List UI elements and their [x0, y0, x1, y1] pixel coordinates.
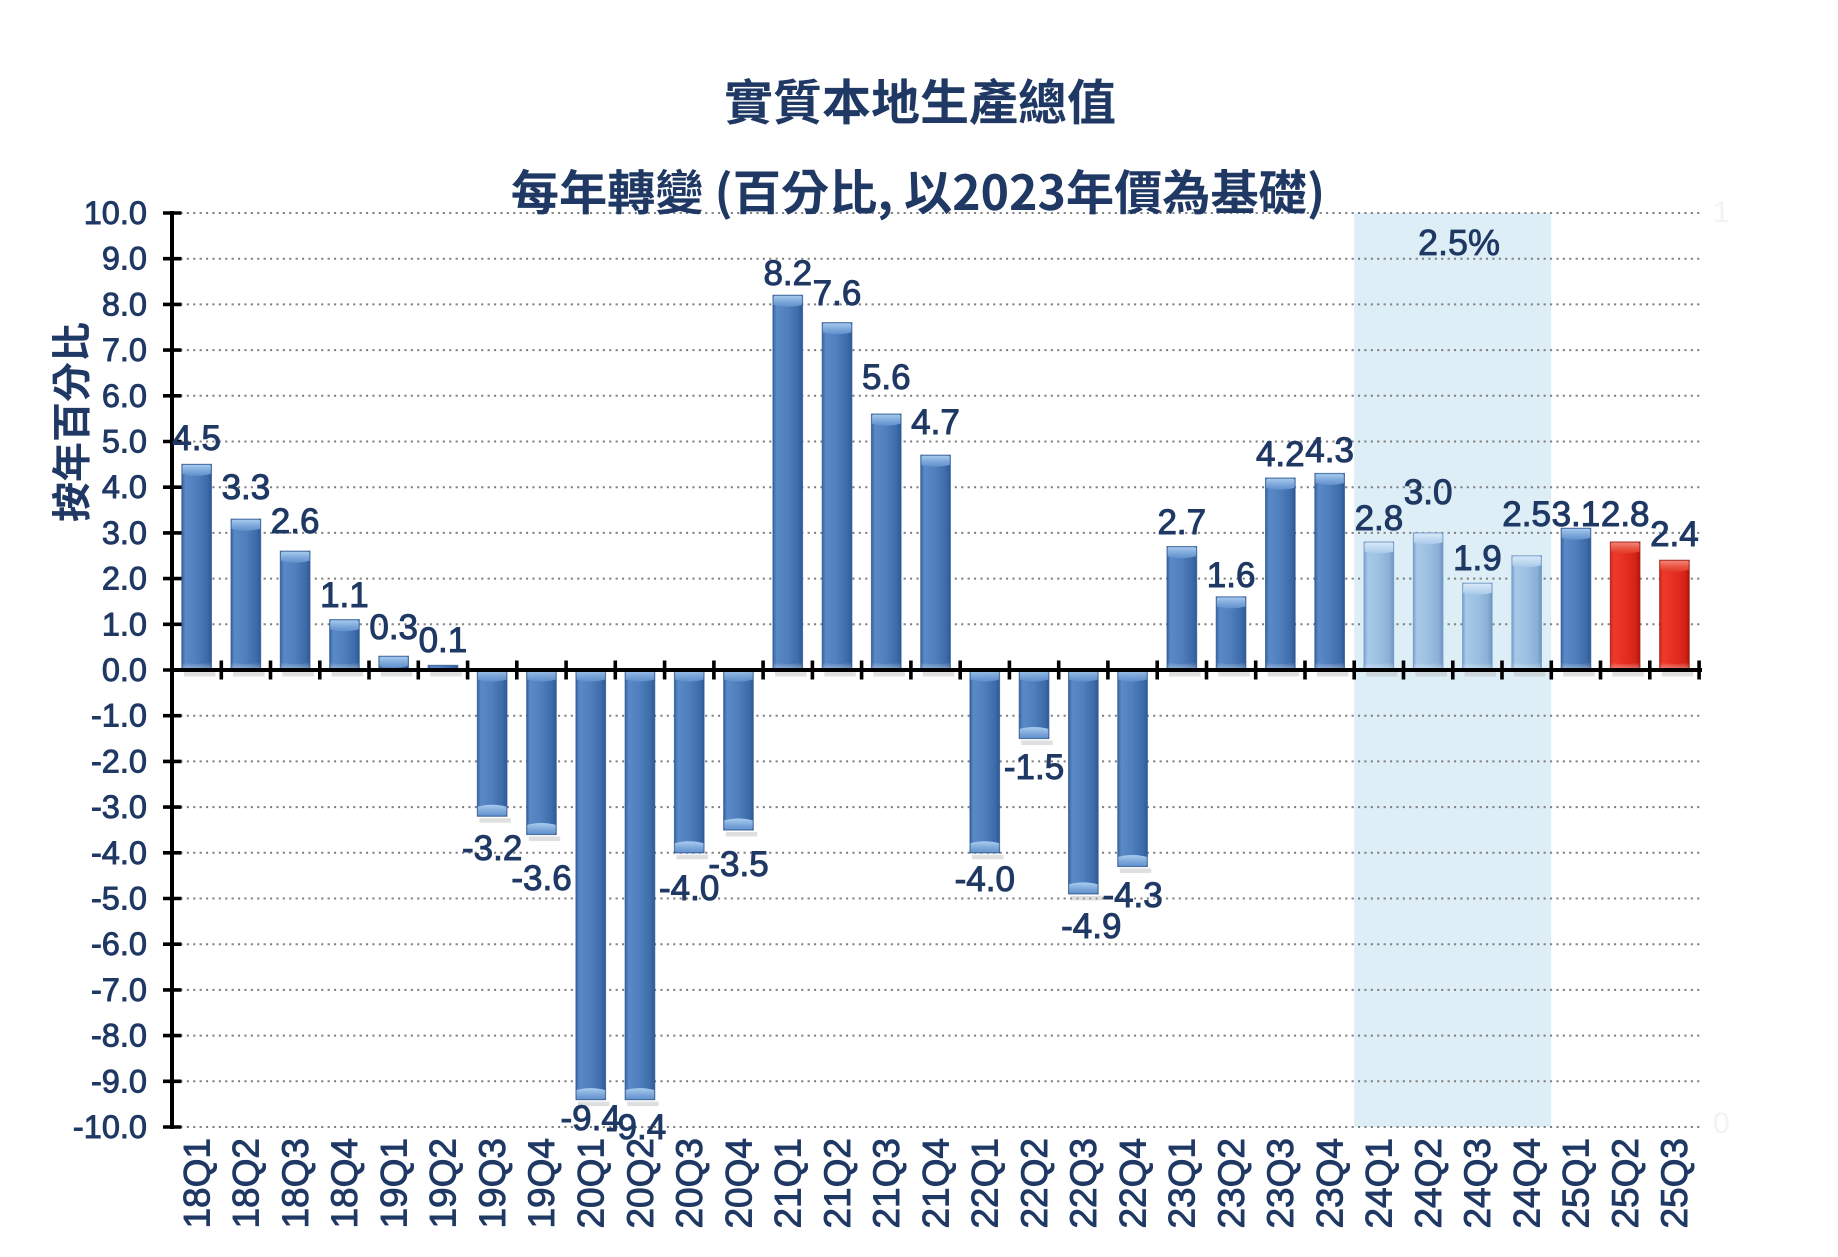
svg-text:18Q4: 18Q4: [324, 1138, 365, 1229]
svg-text:3.0: 3.0: [102, 515, 147, 551]
svg-text:0.3: 0.3: [369, 608, 418, 647]
svg-text:1: 1: [1713, 196, 1730, 229]
svg-text:20Q1: 20Q1: [571, 1138, 612, 1229]
svg-text:24Q3: 24Q3: [1457, 1138, 1498, 1229]
svg-text:-8.0: -8.0: [91, 1018, 147, 1054]
svg-text:24Q4: 24Q4: [1506, 1138, 1547, 1229]
svg-text:20Q4: 20Q4: [718, 1138, 759, 1229]
svg-text:8.2: 8.2: [763, 254, 812, 293]
svg-text:-4.0: -4.0: [955, 860, 1015, 899]
svg-text:6.0: 6.0: [102, 378, 147, 414]
svg-text:4.2: 4.2: [1256, 435, 1305, 474]
svg-text:19Q2: 19Q2: [423, 1138, 464, 1229]
svg-text:21Q2: 21Q2: [817, 1138, 858, 1229]
svg-text:9.0: 9.0: [102, 241, 147, 277]
svg-text:-9.4: -9.4: [561, 1099, 621, 1138]
svg-text:1.1: 1.1: [320, 576, 369, 615]
svg-text:21Q4: 21Q4: [915, 1138, 956, 1229]
svg-text:3.0: 3.0: [1404, 473, 1453, 512]
svg-text:10.0: 10.0: [84, 195, 147, 231]
svg-text:23Q4: 23Q4: [1309, 1138, 1350, 1229]
svg-text:1.0: 1.0: [102, 606, 147, 642]
svg-text:19Q1: 19Q1: [374, 1138, 415, 1229]
svg-text:23Q3: 23Q3: [1260, 1138, 1301, 1229]
svg-text:0.0: 0.0: [102, 652, 147, 688]
svg-text:21Q3: 21Q3: [866, 1138, 907, 1229]
svg-text:2.5: 2.5: [1502, 495, 1551, 534]
svg-text:20Q3: 20Q3: [669, 1138, 710, 1229]
svg-text:-6.0: -6.0: [91, 926, 147, 962]
svg-text:3.1: 3.1: [1552, 495, 1601, 534]
svg-text:4.0: 4.0: [102, 469, 147, 505]
svg-text:2.8: 2.8: [1355, 499, 1404, 538]
svg-text:5.0: 5.0: [102, 424, 147, 460]
svg-text:18Q3: 18Q3: [275, 1138, 316, 1229]
svg-text:2.7: 2.7: [1157, 503, 1206, 542]
svg-text:-1.0: -1.0: [91, 698, 147, 734]
svg-text:7.0: 7.0: [102, 332, 147, 368]
svg-text:2.0: 2.0: [102, 561, 147, 597]
svg-text:-4.0: -4.0: [91, 835, 147, 871]
svg-text:-5.0: -5.0: [91, 881, 147, 917]
svg-text:22Q1: 22Q1: [965, 1138, 1006, 1229]
svg-text:4.7: 4.7: [911, 403, 960, 442]
svg-text:-10.0: -10.0: [73, 1109, 147, 1145]
svg-text:-2.0: -2.0: [91, 743, 147, 779]
svg-text:25Q2: 25Q2: [1605, 1138, 1646, 1229]
svg-text:4.3: 4.3: [1305, 431, 1354, 470]
svg-text:-9.4: -9.4: [606, 1108, 666, 1147]
svg-text:7.6: 7.6: [813, 274, 862, 313]
svg-text:18Q2: 18Q2: [226, 1138, 267, 1229]
svg-text:23Q2: 23Q2: [1211, 1138, 1252, 1229]
svg-text:22Q4: 22Q4: [1112, 1138, 1153, 1229]
svg-text:5.6: 5.6: [862, 358, 911, 397]
svg-text:25Q3: 25Q3: [1654, 1138, 1695, 1229]
svg-text:4.5: 4.5: [172, 419, 221, 458]
svg-text:0: 0: [1713, 1107, 1730, 1140]
svg-text:2.8: 2.8: [1601, 495, 1650, 534]
svg-text:1.9: 1.9: [1453, 539, 1502, 578]
svg-text:-4.9: -4.9: [1061, 907, 1121, 946]
svg-text:2.6: 2.6: [271, 502, 320, 541]
svg-text:1.6: 1.6: [1207, 556, 1256, 595]
svg-text:24Q1: 24Q1: [1359, 1138, 1400, 1229]
svg-text:-3.2: -3.2: [462, 829, 522, 868]
svg-text:-3.6: -3.6: [511, 859, 571, 898]
svg-text:25Q1: 25Q1: [1556, 1138, 1597, 1229]
svg-text:21Q1: 21Q1: [768, 1138, 809, 1229]
svg-text:8.0: 8.0: [102, 286, 147, 322]
svg-text:-4.3: -4.3: [1102, 876, 1162, 915]
svg-text:2.5%: 2.5%: [1418, 222, 1500, 263]
svg-text:3.3: 3.3: [222, 468, 271, 507]
svg-text:-4.0: -4.0: [659, 869, 719, 908]
svg-text:-1.5: -1.5: [1004, 748, 1064, 787]
svg-text:19Q3: 19Q3: [472, 1138, 513, 1229]
svg-text:18Q1: 18Q1: [176, 1138, 217, 1229]
svg-text:-7.0: -7.0: [91, 972, 147, 1008]
svg-text:20Q2: 20Q2: [620, 1138, 661, 1229]
svg-text:-3.5: -3.5: [708, 845, 768, 884]
svg-text:22Q2: 22Q2: [1014, 1138, 1055, 1229]
svg-text:19Q4: 19Q4: [521, 1138, 562, 1229]
svg-text:24Q2: 24Q2: [1408, 1138, 1449, 1229]
svg-text:-3.0: -3.0: [91, 789, 147, 825]
svg-text:2.4: 2.4: [1650, 515, 1699, 554]
svg-text:22Q3: 22Q3: [1063, 1138, 1104, 1229]
svg-text:0.1: 0.1: [419, 621, 468, 660]
svg-text:-9.0: -9.0: [91, 1063, 147, 1099]
svg-text:23Q1: 23Q1: [1162, 1138, 1203, 1229]
